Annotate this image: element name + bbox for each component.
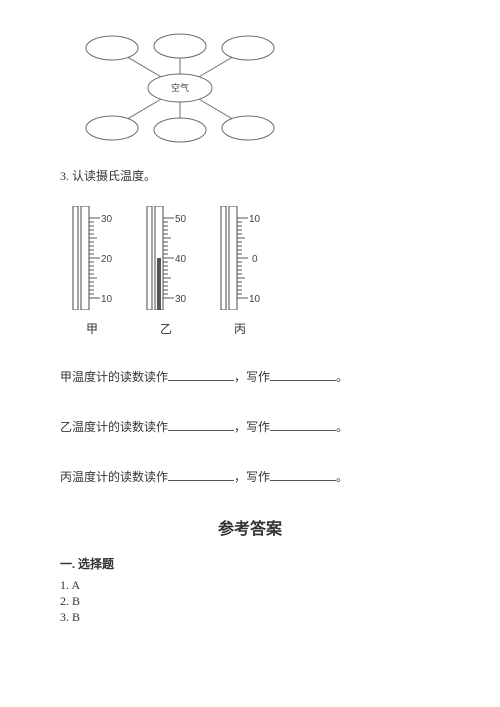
bing-mid: 0 — [252, 254, 258, 265]
jia-mid: 20 — [101, 254, 113, 265]
ticks-bing — [237, 218, 248, 298]
ticks-jia — [89, 218, 100, 298]
jia-prefix: 甲温度计的读数读作 — [60, 370, 168, 384]
thermo-labels: 甲 乙 丙 — [70, 320, 440, 337]
yi-mid: 40 — [175, 254, 187, 265]
concept-map: 空气 — [70, 30, 290, 145]
blank — [168, 468, 234, 481]
fill-line-bing: 丙温度计的读数读作 ，写作 。 — [60, 465, 440, 489]
page: 空气 3. 认读摄氏温度。 — [0, 0, 500, 707]
answer-item: 3. B — [60, 610, 440, 625]
write-label: ，写作 — [234, 420, 270, 434]
ticks-yi — [163, 218, 174, 298]
period: 。 — [336, 420, 348, 434]
label-jia: 甲 — [70, 320, 114, 337]
answer-item: 1. A — [60, 578, 440, 593]
answer-item: 2. B — [60, 594, 440, 609]
yi-bot: 30 — [175, 294, 187, 305]
thermometer-jia: 30 20 10 — [70, 206, 114, 310]
write-label: ，写作 — [234, 470, 270, 484]
blank — [168, 368, 234, 381]
yi-prefix: 乙温度计的读数读作 — [60, 420, 168, 434]
blank — [270, 368, 336, 381]
yi-liquid — [157, 258, 161, 310]
yi-top: 50 — [175, 214, 187, 225]
thermometer-row: 30 20 10 — [70, 206, 440, 310]
fill-line-yi: 乙温度计的读数读作 ，写作 。 — [60, 415, 440, 439]
answers-heading: 参考答案 — [60, 515, 440, 539]
q3-title: 3. 认读摄氏温度。 — [60, 167, 440, 184]
jia-bot: 10 — [101, 294, 113, 305]
write-label: ，写作 — [234, 370, 270, 384]
bing-prefix: 丙温度计的读数读作 — [60, 470, 168, 484]
center-label: 空气 — [171, 82, 189, 93]
thermometer-yi: 50 40 30 — [144, 206, 188, 310]
period: 。 — [336, 470, 348, 484]
blank — [270, 418, 336, 431]
thermometer-bing: 10 0 10 — [218, 206, 262, 310]
blank — [270, 468, 336, 481]
label-yi: 乙 — [144, 320, 188, 337]
bing-bot: 10 — [249, 294, 261, 305]
jia-top: 30 — [101, 214, 113, 225]
period: 。 — [336, 370, 348, 384]
bing-top: 10 — [249, 214, 261, 225]
blank — [168, 418, 234, 431]
label-bing: 丙 — [218, 320, 262, 337]
fill-line-jia: 甲温度计的读数读作 ，写作 。 — [60, 365, 440, 389]
answers-section: 一. 选择题 — [60, 555, 440, 572]
